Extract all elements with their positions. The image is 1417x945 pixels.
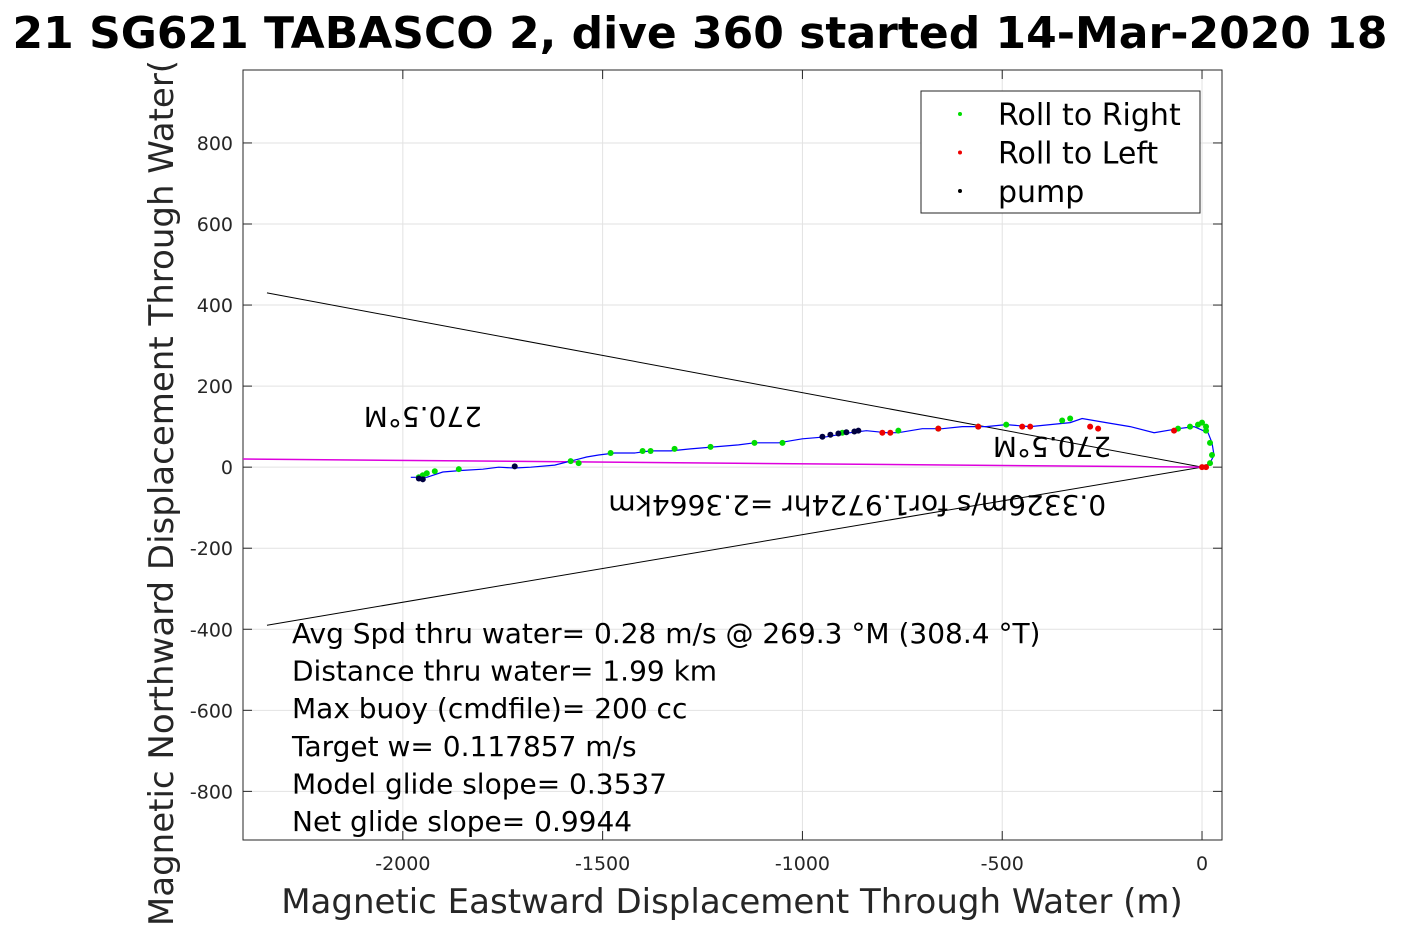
x-tick-label: -500: [981, 853, 1024, 875]
pump-point: [843, 429, 850, 436]
roll-left-point: [879, 429, 886, 436]
roll-right-point: [1207, 439, 1214, 446]
y-tick-label: -200: [190, 538, 233, 560]
roll-right-point: [575, 460, 582, 467]
roll-right-point: [1187, 423, 1194, 430]
legend-marker: [958, 112, 962, 116]
x-tick-label: -2000: [375, 853, 430, 875]
annotation-line: Model glide slope= 0.3537: [292, 767, 667, 800]
roll-right-point: [431, 468, 438, 475]
glider-track: [410, 417, 1215, 478]
y-tick-label: 0: [221, 457, 233, 479]
roll-right-point: [1067, 415, 1074, 422]
annotation-line: Avg Spd thru water= 0.28 m/s @ 269.3 °M …: [292, 617, 1040, 650]
roll-right-point: [707, 443, 714, 450]
roll-right-point: [751, 439, 758, 446]
roll-left-point: [887, 429, 894, 436]
legend-label: Roll to Right: [998, 98, 1181, 133]
legend-marker: [958, 189, 962, 193]
pump-point: [819, 433, 826, 440]
y-tick-label: 600: [197, 214, 233, 236]
annotation-line: Distance thru water= 1.99 km: [292, 655, 717, 688]
roll-left-point: [1019, 423, 1026, 430]
y-tick-label: 200: [197, 376, 233, 398]
cone-line: [266, 292, 1203, 468]
legend-label: pump: [998, 175, 1084, 210]
axis-ticks: -2000 -1500 -1000 -500 0-800-600-400-2000200…: [190, 70, 1222, 875]
rotated-heading-label: 270.5°M: [993, 430, 1111, 463]
y-tick-label: 800: [197, 133, 233, 155]
rotated-heading-label: 270.5°M: [364, 400, 482, 433]
annotation-line: Target w= 0.117857 m/s: [291, 730, 637, 763]
rotated-labels: 270.5°M 270.5°M 0.3326m/s for1.9724hr =2.3…: [364, 400, 1111, 522]
y-tick-label: -600: [190, 700, 233, 722]
roll-left-point: [1027, 423, 1034, 430]
pump-point: [827, 431, 834, 438]
roll-right-point: [647, 447, 654, 454]
roll-left-point: [975, 423, 982, 430]
legend-label: Roll to Left: [998, 137, 1158, 172]
roll-right-point: [1207, 460, 1214, 467]
pump-point: [855, 427, 862, 434]
pump-point: [511, 463, 518, 470]
annotation-block: Avg Spd thru water= 0.28 m/s @ 269.3 °M …: [291, 617, 1040, 838]
pump-point: [835, 430, 842, 437]
plot-frame: [242, 69, 1223, 841]
y-axis-label: Magnetic Northward Displacement Through …: [142, 60, 182, 926]
x-tick-label: -1000: [775, 853, 830, 875]
roll-right-point: [607, 449, 614, 456]
roll-right-point: [455, 466, 462, 473]
roll-right-point: [671, 445, 678, 452]
roll-right-point: [895, 427, 902, 434]
roll-right-point: [779, 439, 786, 446]
pump-point: [419, 476, 426, 483]
heading-line: [242, 458, 1203, 468]
roll-left-point: [1203, 464, 1210, 471]
roll-right-point: [1195, 421, 1202, 428]
annotation-line: Net glide slope= 0.9944: [292, 805, 632, 838]
x-tick-label: -1500: [575, 853, 630, 875]
roll-right-point: [1059, 417, 1066, 424]
cone-line: [266, 466, 1203, 626]
annotation-line: Max buoy (cmdfile)= 200 cc: [292, 692, 687, 725]
chart-title: 21 SG621 TABASCO 2, dive 360 started 14-…: [13, 8, 1388, 59]
roll-left-point: [1171, 427, 1178, 434]
y-tick-label: 400: [197, 295, 233, 317]
guide-lines: [242, 292, 1203, 626]
roll-right-point: [1003, 421, 1010, 428]
rotated-heading-label: 0.3326m/s for1.9724hr =2.3664km: [608, 488, 1106, 521]
roll-right-point: [567, 458, 574, 465]
legend-box: [920, 90, 1201, 214]
roll-right-point: [1209, 452, 1216, 458]
roll-left-point: [1087, 423, 1094, 430]
x-tick-label: 0: [1196, 853, 1208, 875]
roll-left-point: [935, 425, 942, 432]
roll-right-point: [639, 447, 646, 454]
data-series: [410, 415, 1216, 483]
y-tick-label: -400: [190, 619, 233, 641]
y-tick-label: -800: [190, 781, 233, 803]
roll-right-point: [1203, 423, 1210, 430]
legend-marker: [958, 150, 962, 155]
roll-left-point: [1095, 425, 1102, 432]
x-axis-label: Magnetic Eastward Displacement Through W…: [281, 882, 1183, 922]
